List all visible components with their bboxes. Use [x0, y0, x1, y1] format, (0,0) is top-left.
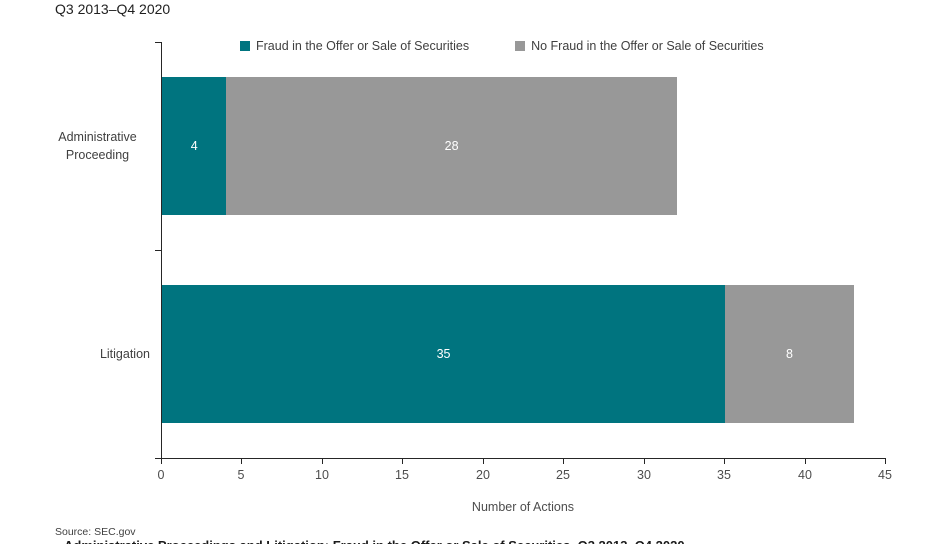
- legend-label-fraud: Fraud in the Offer or Sale of Securities: [256, 39, 470, 53]
- source-note: Source: SEC.gov: [55, 526, 136, 538]
- no-fraud-series-swatch-icon: [515, 41, 526, 51]
- bar-segment: 35: [162, 285, 726, 423]
- cropped-text-artifact: Administrative Proceedings and Litigatio…: [64, 538, 714, 544]
- x-axis-tick: [563, 459, 564, 464]
- category-label: Litigation: [99, 346, 150, 361]
- x-axis-tick: [322, 459, 323, 464]
- x-axis-tick: [483, 459, 484, 464]
- x-axis-tick-label: 40: [798, 468, 812, 482]
- legend-item-fraud: Fraud in the Offer or Sale of Securities: [240, 39, 469, 53]
- x-axis-tick: [402, 459, 403, 464]
- chart-title: Q3 2013–Q4 2020: [55, 1, 171, 17]
- bar-value-label: 4: [190, 139, 198, 153]
- x-axis-tick-label: 15: [395, 468, 409, 482]
- bar-value-label: 35: [436, 347, 451, 361]
- bar-segment: 4: [162, 77, 227, 215]
- plot-area: 4 28 35 8: [161, 42, 886, 459]
- x-axis-tick-label: 25: [556, 468, 570, 482]
- x-axis-tick-label: 0: [157, 468, 165, 482]
- bar-segment: 8: [725, 285, 854, 423]
- fraud-series-swatch-icon: [240, 41, 250, 51]
- legend-item-no-fraud: No Fraud in the Offer or Sale of Securit…: [515, 39, 764, 53]
- x-axis-tick: [724, 459, 725, 464]
- x-axis-tick-label: 10: [315, 468, 329, 482]
- category-label: Administrative Proceeding: [58, 129, 137, 162]
- x-axis-tick: [241, 459, 242, 464]
- x-axis-tick: [805, 459, 806, 464]
- bar-value-label: 8: [785, 347, 793, 361]
- bar-segment: 28: [226, 77, 677, 215]
- x-axis-tick-label: 30: [637, 468, 651, 482]
- x-axis-tick-label: 35: [717, 468, 731, 482]
- chart-legend: Fraud in the Offer or Sale of Securities…: [240, 39, 764, 53]
- y-axis-tick: [155, 42, 161, 43]
- x-axis-tick-label: 45: [878, 468, 892, 482]
- bar-value-label: 28: [444, 139, 459, 153]
- x-axis-tick: [644, 459, 645, 464]
- x-axis-tick: [161, 459, 162, 464]
- legend-label-no-fraud: No Fraud in the Offer or Sale of Securit…: [531, 39, 764, 53]
- x-axis-tick-label: 20: [476, 468, 490, 482]
- y-axis-tick: [155, 458, 161, 459]
- x-axis-tick: [885, 459, 886, 464]
- x-axis-tick-label: 5: [237, 468, 245, 482]
- y-axis-tick: [155, 250, 161, 251]
- x-axis-title: Number of Actions: [471, 500, 575, 514]
